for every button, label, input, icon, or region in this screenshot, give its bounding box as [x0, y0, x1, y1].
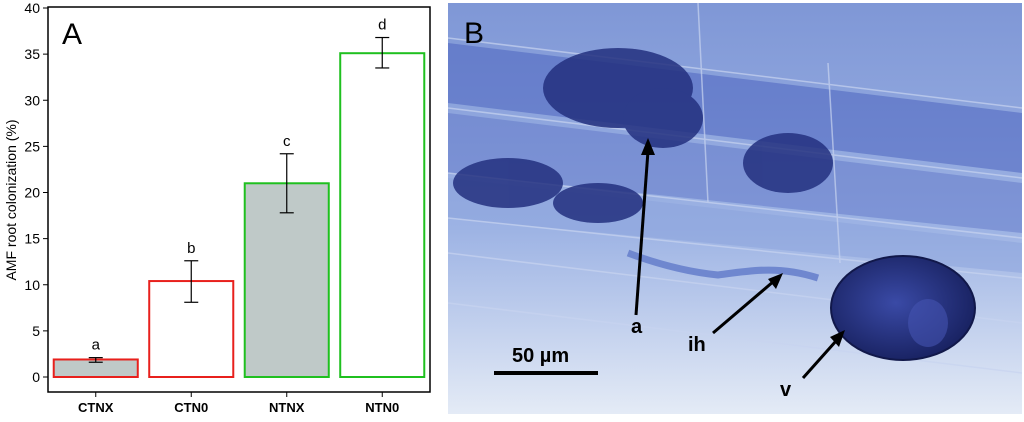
y-tick-label: 25	[24, 138, 40, 154]
error-bar	[375, 36, 390, 69]
error-bar	[88, 357, 103, 363]
y-tick-label: 35	[24, 46, 40, 62]
annotation-arrows	[634, 150, 838, 379]
panel-label-a: A	[62, 18, 82, 51]
cell-walls	[448, 3, 1022, 374]
scale-bar-label: 50 µm	[512, 345, 569, 367]
plot-frame	[47, 6, 431, 393]
bar-chart: A AMF root colonization (%) 0 5 10 15 20 25 30…	[3, 0, 431, 415]
label-vesicle: v	[780, 379, 792, 401]
y-tick-label: 40	[24, 0, 40, 16]
panel-label-b: B	[464, 17, 484, 50]
y-tick-label: 15	[24, 231, 40, 247]
error-bar	[279, 153, 294, 214]
scale-bar	[494, 371, 598, 375]
significance-letter: a	[92, 337, 101, 354]
significance-letter: b	[187, 240, 195, 257]
vesicle	[830, 255, 976, 361]
x-axis: CTNX CTN0 NTNX NTN0	[78, 392, 399, 415]
x-tick-label: CTNX	[78, 400, 114, 415]
significance-letter: c	[283, 133, 291, 150]
x-tick-label: NTNX	[269, 400, 305, 415]
bars: a b c d	[52, 17, 426, 379]
y-tick-label: 0	[32, 369, 40, 385]
arbuscule-clusters	[453, 48, 833, 223]
arrow-head-v	[830, 330, 845, 347]
micrograph-image: B a ih v 50 µm	[448, 3, 1022, 414]
intraradical-hypha	[626, 249, 820, 282]
arrow-head-ih	[768, 273, 783, 289]
label-intraradical-hypha: ih	[688, 334, 706, 356]
y-axis: 0 5 10 15 20 25 30 35 40	[24, 0, 48, 385]
label-arbuscule: a	[631, 316, 643, 338]
y-tick-label: 20	[24, 185, 40, 201]
y-tick-label: 30	[24, 92, 40, 108]
x-tick-label: CTN0	[174, 400, 208, 415]
significance-letter: d	[378, 17, 386, 34]
arrow-head-a	[641, 138, 655, 155]
y-axis-title: AMF root colonization (%)	[3, 119, 19, 280]
vesicle-inner	[908, 299, 948, 347]
chart-panel: A AMF root colonization (%) 0 5 10 15 20 25 30…	[0, 0, 440, 417]
root-cell-band	[448, 113, 1022, 233]
y-tick-label: 10	[24, 277, 40, 293]
y-tick-label: 5	[32, 323, 40, 339]
error-bar	[184, 260, 199, 303]
bar-ntn0	[339, 52, 426, 378]
x-tick-label: NTN0	[365, 400, 399, 415]
micrograph-panel: B a ih v 50 µm	[448, 3, 1022, 414]
bar-ntnx	[243, 182, 330, 378]
